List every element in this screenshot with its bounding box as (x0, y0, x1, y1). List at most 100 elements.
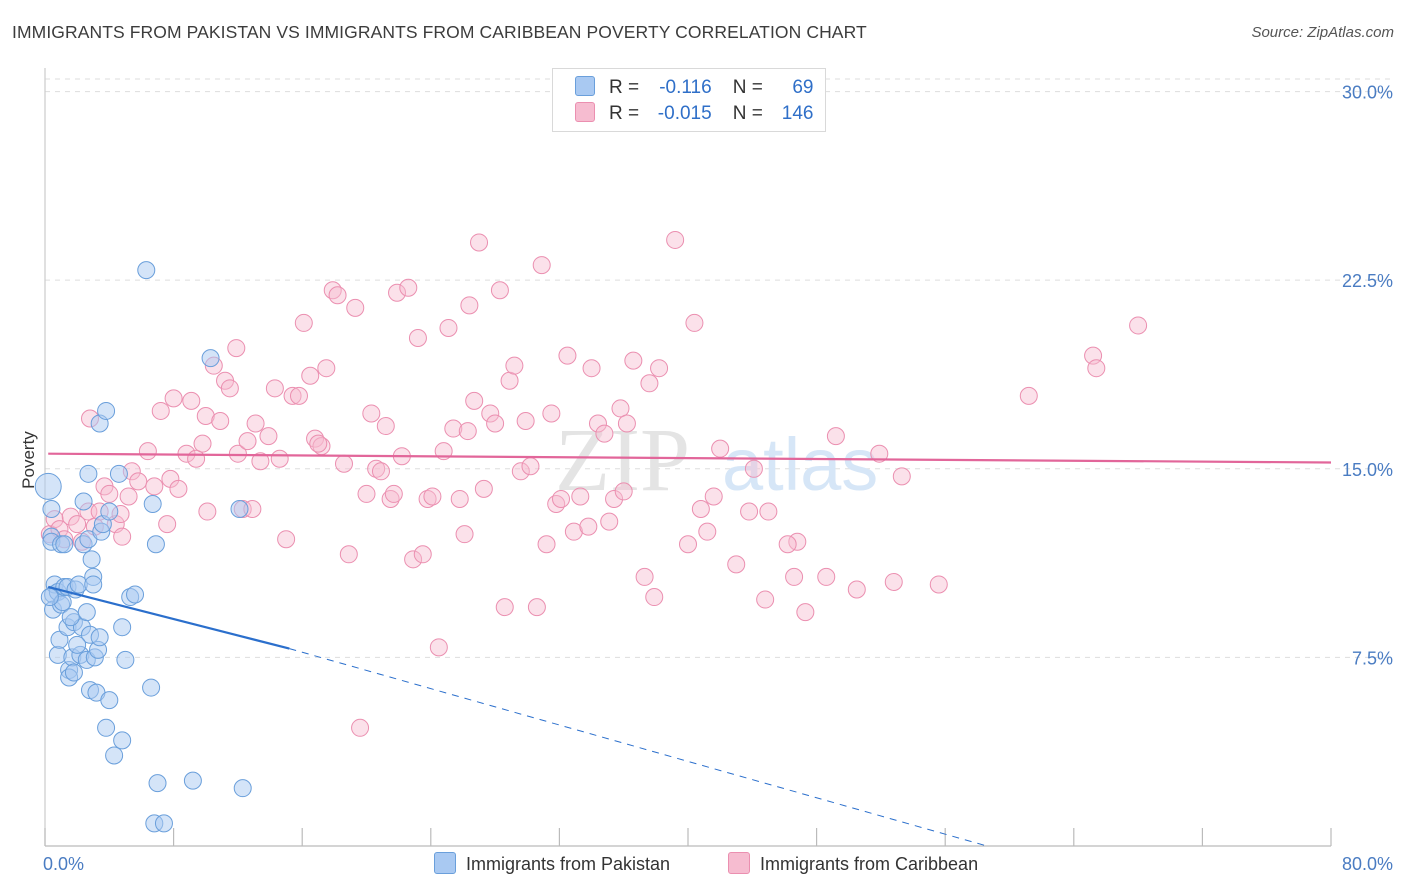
caribbean-point (270, 449, 289, 468)
caribbean-point (367, 459, 386, 478)
legend-r-label: R = (609, 77, 640, 98)
pakistan-point (55, 535, 74, 554)
legend-row-pakistan: R = -0.116 N = 69 (575, 76, 813, 100)
caribbean-point (1129, 316, 1148, 335)
caribbean-point (399, 278, 418, 297)
caribbean-point (490, 281, 509, 300)
caribbean-point (198, 502, 217, 521)
caribbean-point (511, 462, 530, 481)
y-tick-label: 7.5% (1352, 648, 1393, 668)
pakistan-point (233, 779, 252, 798)
caribbean-point (650, 359, 669, 378)
tick-labels: 7.5% 15.0% 22.5% 30.0% 0.0% 80.0% Poverty (19, 83, 1393, 874)
caribbean-point (169, 479, 188, 498)
caribbean-point (455, 525, 474, 544)
caribbean-point (283, 386, 302, 405)
bottom-legend-swatch-caribbean (728, 852, 750, 874)
caribbean-point (698, 522, 717, 541)
caribbean-point (582, 359, 601, 378)
pakistan-point (100, 502, 119, 521)
caribbean-point (759, 502, 778, 521)
caribbean-point (847, 580, 866, 599)
caribbean-point (145, 477, 164, 496)
caribbean-point (778, 535, 797, 554)
caribbean-point (423, 487, 442, 506)
pakistan-point (113, 731, 132, 750)
caribbean-point (892, 467, 911, 486)
pakistan-point (126, 585, 145, 604)
caribbean-point (309, 434, 328, 453)
pakistan-point (183, 771, 202, 790)
pakistan-points (34, 261, 252, 833)
caribbean-point (486, 414, 505, 433)
caribbean-point (371, 462, 390, 481)
y-axis-label: Poverty (19, 431, 38, 489)
caribbean-point (439, 318, 458, 337)
legend-row-caribbean: R = -0.015 N = 146 (575, 102, 813, 126)
caribbean-point (617, 414, 636, 433)
pakistan-point (97, 401, 116, 420)
caribbean-point (465, 391, 484, 410)
pakistan-point (40, 588, 59, 607)
caribbean-point (334, 454, 353, 473)
pakistan-point (90, 628, 109, 647)
pakistan-point (146, 535, 165, 554)
caribbean-point (711, 439, 730, 458)
caribbean-point (227, 339, 246, 358)
caribbean-point (679, 535, 697, 554)
caribbean-point (357, 484, 376, 503)
caribbean-point (211, 412, 230, 431)
caribbean-point (826, 427, 845, 446)
caribbean-point (870, 444, 889, 463)
pakistan-point (113, 618, 132, 637)
caribbean-point (495, 598, 514, 617)
watermark-zip: ZIP (555, 411, 690, 510)
caribbean-point (785, 567, 804, 586)
caribbean-point (537, 535, 556, 554)
caribbean-point (450, 489, 469, 508)
pakistan-point (143, 494, 162, 513)
pakistan-trend-line (47, 585, 290, 650)
pakistan-point (82, 550, 101, 569)
caribbean-point (277, 530, 296, 549)
caribbean-point (1019, 386, 1038, 405)
caribbean-point (444, 419, 463, 438)
caribbean-point (376, 417, 395, 436)
pakistan-point (137, 261, 156, 280)
caribbean-point (164, 389, 183, 408)
caribbean-point (460, 296, 479, 315)
caribbean-point (113, 527, 132, 546)
caribbean-point (796, 603, 815, 622)
caribbean-point (884, 572, 903, 591)
pakistan-trend-extension (289, 648, 988, 847)
caribbean-point (474, 479, 493, 498)
pakistan-point (201, 349, 220, 368)
caribbean-point (532, 256, 551, 275)
pakistan-point (68, 635, 87, 654)
pakistan-point (116, 650, 135, 669)
caribbean-point (500, 371, 519, 390)
caribbean-point (306, 429, 325, 448)
caribbean-point (317, 359, 336, 378)
caribbean-point (351, 718, 370, 737)
caribbean-point (228, 444, 247, 463)
caribbean-point (323, 281, 342, 300)
caribbean-point (635, 567, 654, 586)
pakistan-point (61, 608, 80, 627)
pakistan-point (109, 464, 128, 483)
caribbean-point (429, 638, 448, 657)
caribbean-point (1087, 359, 1106, 378)
caribbean-point (645, 588, 664, 607)
x-tick-label: 80.0% (1342, 854, 1393, 874)
caribbean-point (547, 494, 566, 513)
caribbean-point (158, 515, 177, 534)
caribbean-point (187, 449, 206, 468)
caribbean-point (600, 512, 619, 531)
caribbean-point (542, 404, 561, 423)
pakistan-point (50, 630, 69, 649)
chart-title: IMMIGRANTS FROM PAKISTAN VS IMMIGRANTS F… (12, 22, 867, 42)
caribbean-point (817, 567, 836, 586)
caribbean-point (458, 422, 477, 441)
caribbean-point (527, 598, 546, 617)
caribbean-point (470, 233, 489, 252)
